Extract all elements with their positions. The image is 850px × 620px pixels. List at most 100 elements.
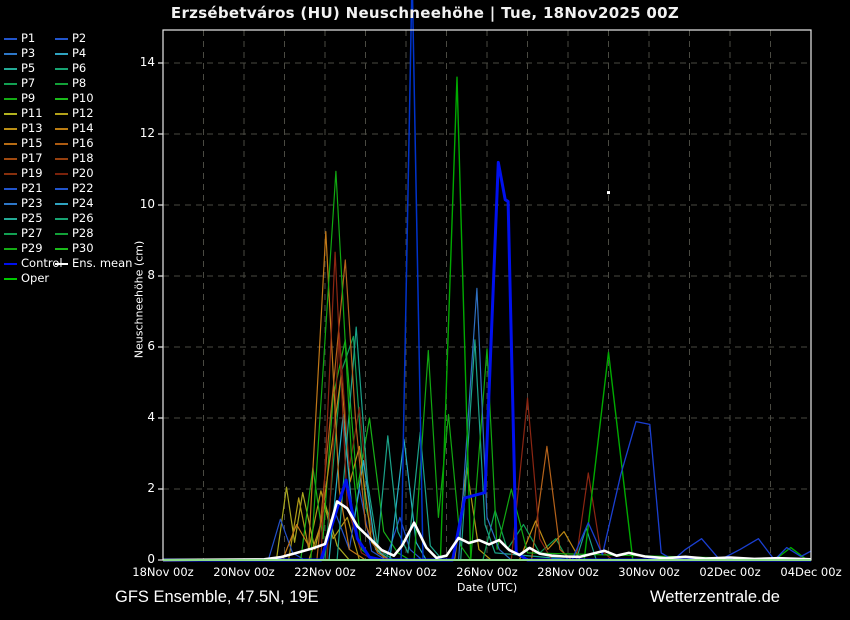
legend-swatch bbox=[4, 67, 17, 70]
legend-row: P23 P24 bbox=[4, 196, 132, 211]
y-tick-8: 8 bbox=[147, 268, 155, 282]
legend-swatch bbox=[4, 97, 17, 100]
legend-label: P13 bbox=[21, 121, 43, 135]
y-tick-6: 6 bbox=[147, 339, 155, 353]
legend-item-p27: P27 bbox=[4, 226, 55, 241]
legend-item-p29: P29 bbox=[4, 241, 55, 256]
legend-label: P26 bbox=[72, 211, 94, 225]
legend-swatch bbox=[4, 187, 17, 190]
legend-label: P1 bbox=[21, 31, 36, 45]
y-tick-4: 4 bbox=[147, 410, 155, 424]
legend-label: P25 bbox=[21, 211, 43, 225]
legend-item-p14: P14 bbox=[55, 121, 106, 136]
legend-item-p12: P12 bbox=[55, 106, 106, 121]
series-member-green-a bbox=[163, 76, 811, 561]
legend-item-p19: P19 bbox=[4, 166, 55, 181]
legend-row: P5 P6 bbox=[4, 61, 132, 76]
y-tick-0: 0 bbox=[147, 552, 155, 566]
x-tick-18nov-00z: 18Nov 00z bbox=[132, 565, 194, 579]
legend-swatch bbox=[55, 247, 68, 250]
legend-row: P13 P14 bbox=[4, 121, 132, 136]
y-tick-14: 14 bbox=[139, 55, 155, 69]
legend-label: P21 bbox=[21, 181, 43, 195]
legend-label: P12 bbox=[72, 106, 94, 120]
series-ens-mean bbox=[162, 500, 812, 562]
site-watermark: Wetterzentrale.de bbox=[650, 588, 780, 606]
legend-swatch bbox=[55, 187, 68, 190]
legend-label: P20 bbox=[72, 166, 94, 180]
legend-swatch bbox=[4, 172, 17, 175]
legend-item-p9: P9 bbox=[4, 91, 55, 106]
legend-label: P27 bbox=[21, 226, 43, 240]
legend-label: P4 bbox=[72, 46, 87, 60]
legend-swatch bbox=[55, 82, 68, 85]
legend-item-p20: P20 bbox=[55, 166, 106, 181]
legend-swatch bbox=[4, 262, 17, 265]
legend-swatch bbox=[4, 217, 17, 220]
x-tick-26nov-00z: 26Nov 00z bbox=[456, 565, 518, 579]
x-tick-20nov-00z: 20Nov 00z bbox=[213, 565, 275, 579]
series-member-olive-b bbox=[163, 467, 811, 561]
legend-item-p4: P4 bbox=[55, 46, 106, 61]
legend-label: P5 bbox=[21, 61, 36, 75]
legend-label: P15 bbox=[21, 136, 43, 150]
legend-swatch bbox=[4, 247, 17, 250]
legend-label: P19 bbox=[21, 166, 43, 180]
legend-swatch bbox=[55, 217, 68, 220]
legend-row: P3 P4 bbox=[4, 46, 132, 61]
legend-item-p5: P5 bbox=[4, 61, 55, 76]
legend-swatch bbox=[55, 172, 68, 175]
legend-swatch bbox=[4, 157, 17, 160]
legend-item-p7: P7 bbox=[4, 76, 55, 91]
x-tick-28nov-00z: 28Nov 00z bbox=[537, 565, 599, 579]
legend-item-p13: P13 bbox=[4, 121, 55, 136]
artifact-dot bbox=[607, 191, 610, 195]
legend-row: P1 P2 bbox=[4, 31, 132, 46]
x-tick-24nov-00z: 24Nov 00z bbox=[375, 565, 437, 579]
y-tick-2: 2 bbox=[147, 481, 155, 495]
legend-item-p26: P26 bbox=[55, 211, 106, 226]
legend-label: P28 bbox=[72, 226, 94, 240]
legend-item-control: Control bbox=[4, 256, 63, 271]
legend-label: Oper bbox=[21, 271, 50, 285]
legend-label: P9 bbox=[21, 91, 36, 105]
y-axis-title: Neuschneehöhe (cm) bbox=[132, 240, 146, 359]
legend-row: P27 P28 bbox=[4, 226, 132, 241]
x-tick-02dec-00z: 02Dec 00z bbox=[699, 565, 761, 579]
y-tick-12: 12 bbox=[139, 126, 155, 140]
legend-swatch bbox=[55, 112, 68, 115]
legend-swatch bbox=[4, 52, 17, 55]
legend-swatch bbox=[4, 232, 17, 235]
legend-item-p17: P17 bbox=[4, 151, 55, 166]
ensemble-legend: P1 P2 P3 P4 P5 P6 P7 P8 P9 P10 P11 P12 P13 P14 P15 P16 P… bbox=[4, 31, 132, 286]
legend-item-p28: P28 bbox=[55, 226, 106, 241]
legend-swatch bbox=[4, 37, 17, 40]
grid-lines bbox=[163, 30, 811, 560]
model-run-caption: GFS Ensemble, 47.5N, 19E bbox=[115, 588, 319, 606]
legend-item-p6: P6 bbox=[55, 61, 106, 76]
legend-swatch bbox=[55, 52, 68, 55]
legend-swatch bbox=[4, 82, 17, 85]
series-member-orange-a bbox=[163, 231, 811, 561]
x-axis-title: Date (UTC) bbox=[457, 581, 518, 594]
legend-item-p2: P2 bbox=[55, 31, 106, 46]
legend-row: P7 P8 bbox=[4, 76, 132, 91]
series-member-green-b bbox=[163, 170, 812, 561]
legend-label: P22 bbox=[72, 181, 94, 195]
legend-item-p10: P10 bbox=[55, 91, 106, 106]
series-control bbox=[163, 160, 811, 562]
legend-label: P3 bbox=[21, 46, 36, 60]
x-tick-04dec-00z: 04Dec 00z bbox=[780, 565, 842, 579]
legend-item-p15: P15 bbox=[4, 136, 55, 151]
legend-label: P10 bbox=[72, 91, 94, 105]
legend-swatch bbox=[4, 277, 17, 280]
legend-row: Oper bbox=[4, 271, 132, 286]
legend-label: P23 bbox=[21, 196, 43, 210]
legend-swatch bbox=[55, 97, 68, 100]
legend-label: Ens. mean bbox=[72, 256, 133, 270]
legend-row: P17 P18 bbox=[4, 151, 132, 166]
legend-label: P16 bbox=[72, 136, 94, 150]
legend-item-p21: P21 bbox=[4, 181, 55, 196]
